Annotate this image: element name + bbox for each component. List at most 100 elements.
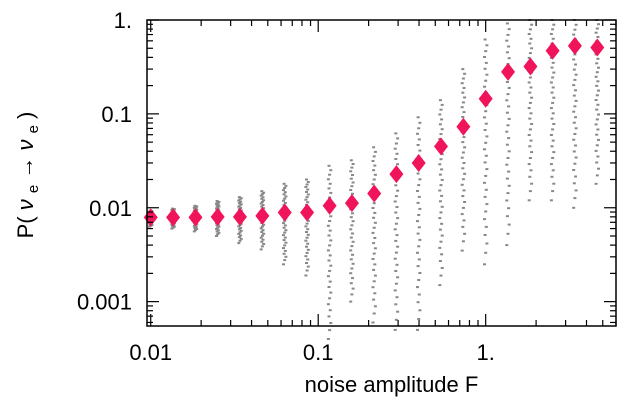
sample-point bbox=[305, 269, 309, 272]
sample-point bbox=[528, 101, 532, 104]
sample-point bbox=[417, 214, 421, 216]
sample-point bbox=[463, 146, 467, 149]
sample-point bbox=[282, 263, 285, 266]
y-tick-label: 0.01 bbox=[89, 196, 132, 221]
sample-point bbox=[461, 68, 465, 71]
sample-point bbox=[551, 128, 555, 131]
sample-point bbox=[595, 108, 599, 111]
sample-point bbox=[528, 145, 532, 148]
sample-point bbox=[349, 216, 353, 219]
sample-point bbox=[461, 206, 465, 209]
sample-point bbox=[572, 68, 576, 71]
sample-point bbox=[485, 73, 489, 76]
sample-point bbox=[485, 135, 489, 138]
mean-marker bbox=[188, 208, 203, 227]
sample-point bbox=[596, 36, 600, 38]
sample-point bbox=[505, 81, 509, 83]
sample-point bbox=[483, 161, 487, 164]
sample-point bbox=[260, 200, 264, 203]
sample-point bbox=[463, 232, 467, 235]
sample-point bbox=[530, 96, 534, 99]
sample-point bbox=[461, 151, 465, 154]
sample-point bbox=[462, 162, 466, 164]
sample-point bbox=[574, 23, 578, 26]
sample-point bbox=[393, 147, 397, 150]
sample-point bbox=[260, 234, 264, 237]
sample-point bbox=[371, 258, 375, 260]
sample-point bbox=[483, 38, 487, 41]
sample-point bbox=[305, 196, 309, 199]
sample-point bbox=[483, 263, 486, 266]
sample-point bbox=[460, 156, 464, 159]
sample-point bbox=[306, 265, 310, 268]
sample-point bbox=[328, 220, 332, 222]
sample-point bbox=[460, 213, 464, 216]
sample-point bbox=[595, 144, 599, 147]
sample-point bbox=[327, 259, 331, 262]
sample-point bbox=[394, 222, 398, 225]
sample-point bbox=[462, 189, 466, 192]
sample-point bbox=[396, 310, 400, 313]
sample-point bbox=[305, 231, 308, 233]
sample-point bbox=[282, 239, 286, 242]
sample-point bbox=[171, 207, 174, 210]
sample-point bbox=[573, 197, 577, 200]
sample-point bbox=[595, 71, 599, 74]
sample-point bbox=[329, 264, 333, 267]
sample-point bbox=[483, 67, 487, 70]
sample-point bbox=[483, 85, 486, 88]
sample-point bbox=[416, 301, 420, 304]
sample-point bbox=[329, 215, 333, 218]
sample-point bbox=[351, 232, 354, 235]
sample-point bbox=[395, 263, 399, 266]
sample-point bbox=[527, 199, 531, 202]
sample-point bbox=[217, 200, 221, 203]
sample-point bbox=[484, 50, 488, 53]
sample-point bbox=[395, 296, 399, 299]
sample-point bbox=[351, 220, 355, 223]
sample-point bbox=[349, 170, 353, 173]
sample-point bbox=[283, 231, 287, 234]
sample-point bbox=[305, 236, 309, 239]
sample-point bbox=[505, 39, 509, 42]
mean-marker bbox=[255, 206, 270, 225]
sample-point bbox=[438, 200, 442, 203]
sample-point bbox=[440, 253, 444, 256]
sample-point bbox=[594, 149, 598, 152]
sample-point bbox=[371, 207, 375, 209]
sample-point bbox=[573, 28, 577, 31]
sample-point bbox=[438, 189, 442, 192]
sample-point bbox=[505, 51, 509, 54]
sample-point bbox=[574, 73, 578, 76]
sample-point bbox=[351, 212, 354, 215]
sample-point bbox=[239, 229, 243, 232]
sample-point bbox=[597, 138, 600, 141]
sample-point bbox=[194, 229, 197, 232]
sample-point bbox=[304, 198, 308, 201]
sample-point bbox=[282, 199, 285, 202]
sample-point bbox=[282, 189, 285, 192]
sample-point bbox=[262, 191, 266, 194]
sample-point bbox=[595, 94, 599, 97]
sample-point bbox=[349, 258, 353, 261]
sample-point bbox=[505, 99, 509, 102]
sample-point bbox=[305, 183, 309, 186]
sample-point bbox=[529, 86, 533, 89]
sample-point bbox=[351, 277, 354, 280]
sample-point bbox=[551, 139, 555, 142]
sample-point bbox=[596, 155, 600, 158]
sample-point bbox=[438, 284, 442, 287]
sample-point bbox=[260, 193, 264, 196]
sample-point bbox=[461, 178, 465, 181]
sample-point bbox=[483, 129, 487, 131]
sample-point bbox=[282, 226, 286, 229]
mean-marker bbox=[166, 208, 181, 227]
sample-point bbox=[438, 123, 442, 126]
sample-point bbox=[192, 230, 196, 233]
sample-point bbox=[216, 233, 220, 236]
sample-point bbox=[573, 133, 577, 135]
sample-point bbox=[328, 173, 332, 176]
sample-point bbox=[261, 204, 265, 206]
sample-point bbox=[551, 169, 555, 172]
